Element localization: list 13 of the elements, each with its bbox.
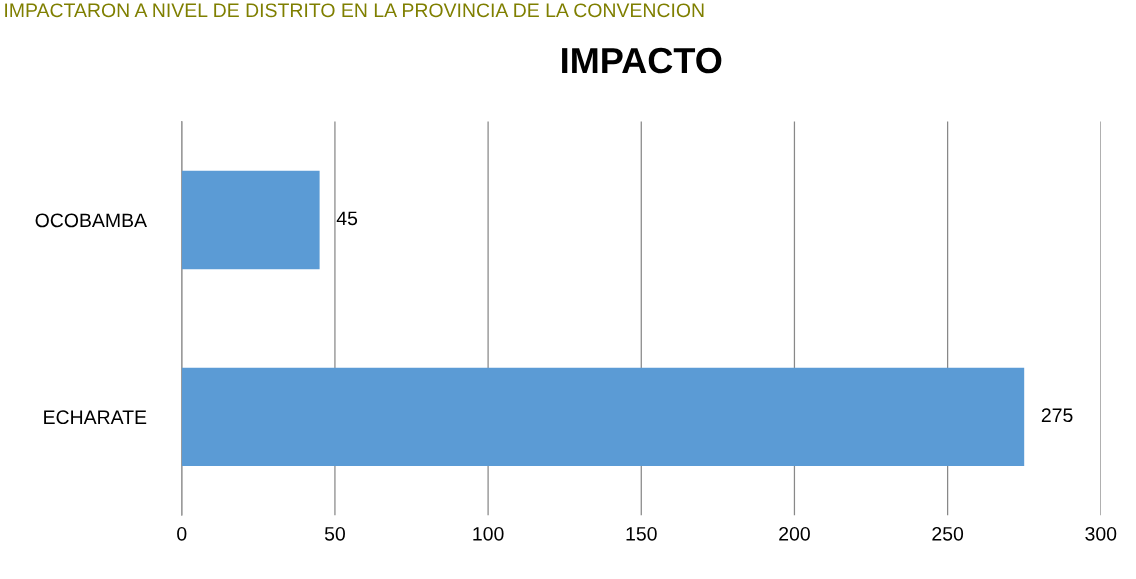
x-tick-label: 250: [932, 526, 964, 541]
data-label: 45: [336, 211, 358, 226]
chart-title: IMPACTO: [562, 47, 722, 74]
x-tick-label: 0: [177, 526, 187, 541]
x-tick-label: 300: [1085, 526, 1117, 541]
x-tick-label: 50: [324, 526, 345, 541]
x-tick-label: 200: [779, 526, 810, 541]
x-tick-label: 100: [473, 526, 504, 541]
text: IMPACTARON A NIVEL DE DISTRITO EN LA PROVINCIA DE LA CONVENCION: [5, 3, 704, 18]
data-label: 275: [1041, 408, 1073, 423]
y-tick-label: OCOBAMBA: [35, 213, 147, 228]
y-tick-label: ECHARATE: [44, 410, 147, 425]
x-tick-label: 150: [626, 526, 657, 541]
